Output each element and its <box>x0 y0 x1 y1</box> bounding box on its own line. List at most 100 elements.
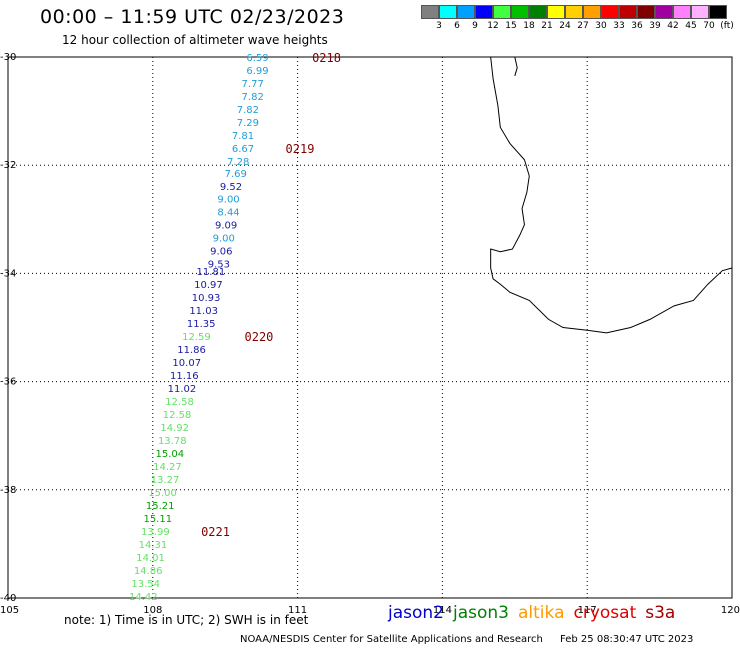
wave-height-value: 14.31 <box>139 540 168 551</box>
legend-swatch <box>457 5 475 19</box>
wave-height-value: 7.82 <box>242 92 264 103</box>
legend-label: 45 <box>685 21 697 31</box>
legend-swatch <box>547 5 565 19</box>
legend-label: 42 <box>667 21 679 31</box>
island-outline <box>514 56 518 77</box>
lat-tick-label: -36 <box>0 377 16 388</box>
legend-label: 21 <box>541 21 553 31</box>
lat-tick-label: -38 <box>0 485 16 496</box>
wave-height-value: 12.58 <box>163 410 192 421</box>
pass-time-label: 0219 <box>286 142 315 156</box>
lon-tick-label: 111 <box>288 605 307 616</box>
credit-line: NOAA/NESDIS Center for Satellite Applica… <box>240 634 693 645</box>
timestamp: Feb 25 08:30:47 UTC 2023 <box>560 634 694 645</box>
wave-height-value: 9.53 <box>208 260 230 271</box>
wave-height-value: 13.54 <box>131 579 160 590</box>
wave-height-value: 7.69 <box>225 169 247 180</box>
color-scale-legend: 3 6 9 12 15 18 21 24 27 30 33 36 39 42 45 70 (ft) <box>421 5 734 33</box>
satellite-cryosat: cryosat <box>573 603 637 623</box>
legend-label: 33 <box>613 21 625 31</box>
page-subtitle: 12 hour collection of altimeter wave hei… <box>62 33 328 47</box>
wave-height-value: 7.77 <box>242 79 264 90</box>
wave-height-value: 13.99 <box>141 527 170 538</box>
color-scale-bar <box>421 5 727 19</box>
wave-height-value: 13.27 <box>151 475 180 486</box>
wave-height-value: 10.97 <box>194 280 223 291</box>
map-frame <box>7 56 733 599</box>
legend-label: 3 <box>436 21 442 31</box>
legend-swatch <box>493 5 511 19</box>
wave-height-value: 12.58 <box>165 397 194 408</box>
lon-tick-label: 117 <box>578 605 597 616</box>
wave-height-value: 7.81 <box>232 131 254 142</box>
wave-height-value: 6.99 <box>246 66 268 77</box>
color-scale-labels: 3 6 9 12 15 18 21 24 27 30 33 36 39 42 45 70 (ft) <box>421 19 734 33</box>
wave-height-value: 7.29 <box>237 118 259 129</box>
wave-height-value: 7.28 <box>227 157 249 168</box>
satellite-jason3: jason3 <box>453 603 509 623</box>
footer-note: note: 1) Time is in UTC; 2) SWH is in fe… <box>64 613 309 627</box>
legend-swatch <box>619 5 637 19</box>
page-title: 00:00 – 11:59 UTC 02/23/2023 <box>40 6 345 28</box>
satellite-jason2: jason2 <box>388 603 444 623</box>
legend-swatch <box>439 5 457 19</box>
legend-label: 9 <box>472 21 478 31</box>
wave-height-value: 14.92 <box>160 423 189 434</box>
wave-height-value: 10.07 <box>172 358 201 369</box>
wave-height-value: 11.16 <box>170 371 199 382</box>
wave-height-value: 9.06 <box>210 247 232 258</box>
satellite-altika: altika <box>518 603 565 623</box>
legend-swatch <box>583 5 601 19</box>
legend-label: 36 <box>631 21 643 31</box>
legend-label: 12 <box>487 21 499 31</box>
wave-height-value: 15.00 <box>148 488 177 499</box>
legend-label: 27 <box>577 21 589 31</box>
credit-text: NOAA/NESDIS Center for Satellite Applica… <box>240 634 543 645</box>
legend-label: 70 <box>703 21 715 31</box>
wave-height-value: 10.93 <box>192 293 221 304</box>
wave-height-value: 15.21 <box>146 501 175 512</box>
wave-height-value: 11.81 <box>197 267 226 278</box>
wave-height-value: 12.59 <box>182 332 211 343</box>
wave-height-value: 6.59 <box>246 53 268 64</box>
wave-height-value: 11.35 <box>187 319 216 330</box>
pass-time-label: 0221 <box>201 525 230 539</box>
wave-height-value: 9.52 <box>220 182 242 193</box>
wave-height-value: 14.86 <box>134 566 163 577</box>
legend-label: (ft) <box>720 21 734 31</box>
wave-height-value: 14.27 <box>153 462 182 473</box>
wave-height-value: 9.09 <box>215 221 237 232</box>
lon-tick-label: 120 <box>721 605 740 616</box>
wave-height-value: 11.86 <box>177 345 206 356</box>
legend-swatch <box>691 5 709 19</box>
legend-swatch <box>655 5 673 19</box>
lon-tick-label: 108 <box>143 605 162 616</box>
satellite-s3a: s3a <box>645 603 676 623</box>
legend-swatch <box>475 5 493 19</box>
wave-height-value: 14.42 <box>129 592 158 603</box>
wave-height-value: 11.02 <box>168 384 197 395</box>
wave-height-value: 6.67 <box>232 144 254 155</box>
legend-label: 30 <box>595 21 607 31</box>
lat-tick-label: -30 <box>0 52 16 63</box>
lat-tick-label: -40 <box>0 593 16 604</box>
legend-swatch <box>421 5 439 19</box>
wave-height-value: 11.03 <box>189 306 218 317</box>
wave-height-value: 8.44 <box>217 208 239 219</box>
legend-swatch <box>673 5 691 19</box>
legend-label: 24 <box>559 21 571 31</box>
lat-tick-label: -32 <box>0 160 16 171</box>
lat-tick-label: -34 <box>0 268 16 279</box>
wave-height-value: 14.01 <box>136 553 165 564</box>
legend-swatch <box>529 5 547 19</box>
legend-swatch <box>709 5 727 19</box>
wave-height-value: 9.00 <box>217 195 239 206</box>
legend-swatch <box>601 5 619 19</box>
legend-label: 15 <box>505 21 517 31</box>
legend-swatch <box>511 5 529 19</box>
wave-height-value: 9.00 <box>213 234 235 245</box>
wave-height-value: 15.04 <box>156 449 185 460</box>
wave-height-value: 7.82 <box>237 105 259 116</box>
lon-tick-label: 114 <box>433 605 452 616</box>
